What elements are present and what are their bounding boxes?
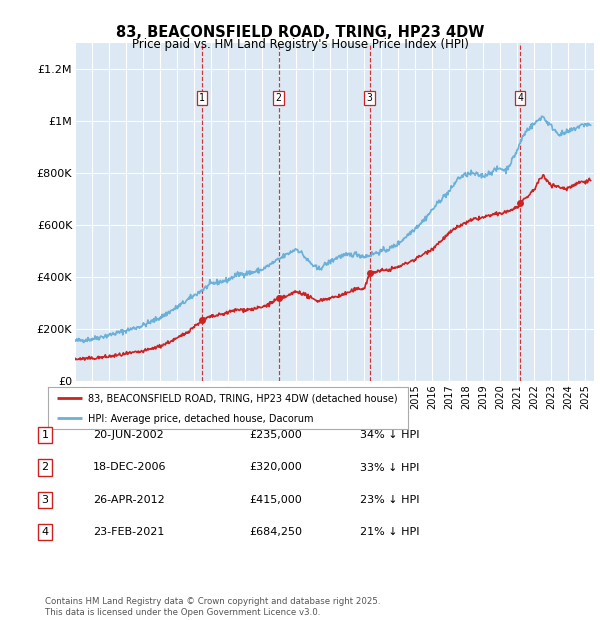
Text: 20-JUN-2002: 20-JUN-2002 [93, 430, 164, 440]
Text: 18-DEC-2006: 18-DEC-2006 [93, 463, 167, 472]
Text: 21% ↓ HPI: 21% ↓ HPI [360, 527, 419, 537]
Text: 2: 2 [41, 463, 49, 472]
Text: Price paid vs. HM Land Registry's House Price Index (HPI): Price paid vs. HM Land Registry's House … [131, 38, 469, 51]
Text: 23-FEB-2021: 23-FEB-2021 [93, 527, 164, 537]
Text: HPI: Average price, detached house, Dacorum: HPI: Average price, detached house, Daco… [88, 414, 313, 423]
Text: £415,000: £415,000 [249, 495, 302, 505]
Text: £684,250: £684,250 [249, 527, 302, 537]
Text: 26-APR-2012: 26-APR-2012 [93, 495, 165, 505]
Text: 3: 3 [367, 93, 373, 103]
Text: 83, BEACONSFIELD ROAD, TRING, HP23 4DW: 83, BEACONSFIELD ROAD, TRING, HP23 4DW [116, 25, 484, 40]
Text: 2: 2 [276, 93, 281, 103]
Text: 83, BEACONSFIELD ROAD, TRING, HP23 4DW (detached house): 83, BEACONSFIELD ROAD, TRING, HP23 4DW (… [88, 393, 397, 403]
Text: 3: 3 [41, 495, 49, 505]
Text: 23% ↓ HPI: 23% ↓ HPI [360, 495, 419, 505]
Text: 34% ↓ HPI: 34% ↓ HPI [360, 430, 419, 440]
Text: 1: 1 [199, 93, 205, 103]
Text: Contains HM Land Registry data © Crown copyright and database right 2025.
This d: Contains HM Land Registry data © Crown c… [45, 598, 380, 617]
Text: £235,000: £235,000 [249, 430, 302, 440]
Text: 4: 4 [41, 527, 49, 537]
Text: 33% ↓ HPI: 33% ↓ HPI [360, 463, 419, 472]
Text: 4: 4 [517, 93, 523, 103]
Text: 1: 1 [41, 430, 49, 440]
Text: £320,000: £320,000 [249, 463, 302, 472]
